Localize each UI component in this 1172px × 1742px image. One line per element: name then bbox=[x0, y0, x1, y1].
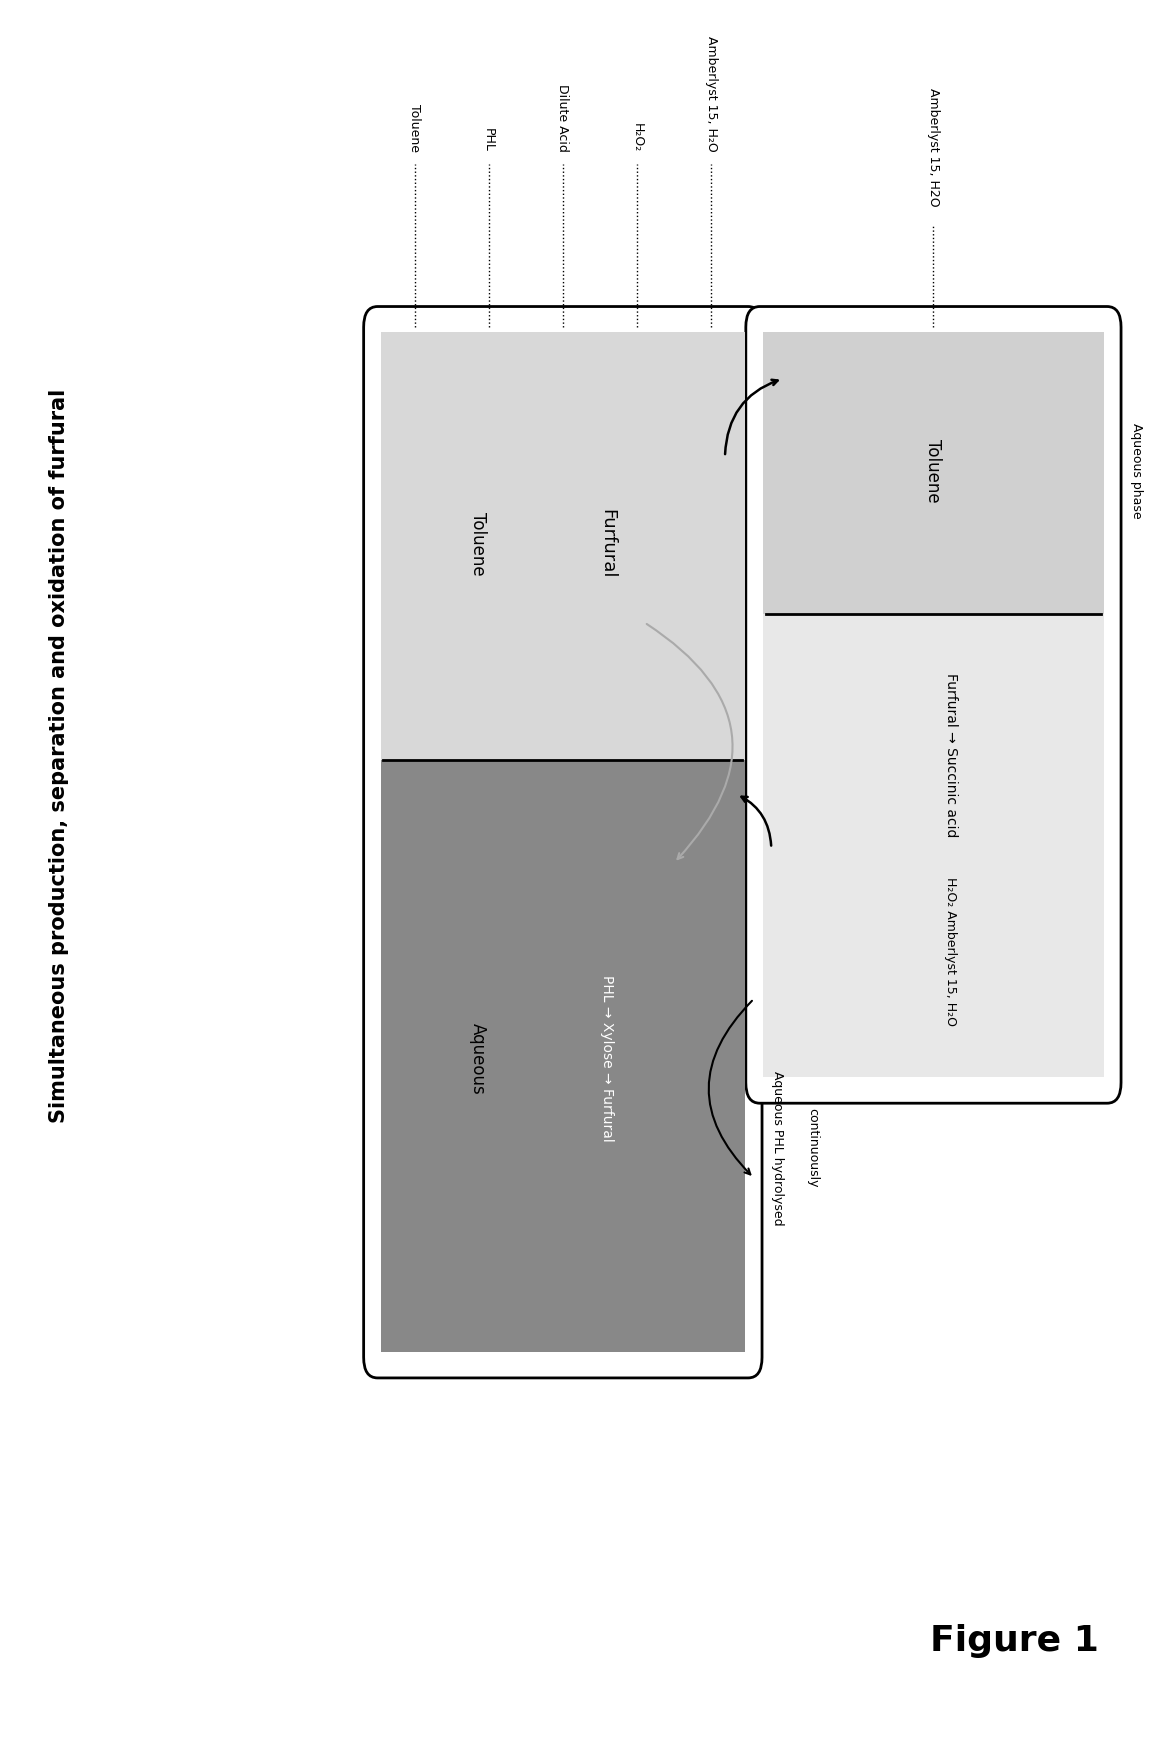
Text: Figure 1: Figure 1 bbox=[931, 1624, 1099, 1658]
Text: Furfural → Succinic acid: Furfural → Succinic acid bbox=[943, 672, 958, 836]
Bar bbox=[381, 760, 744, 1352]
Text: Toluene: Toluene bbox=[469, 512, 486, 575]
Bar bbox=[763, 615, 1104, 1078]
Text: PHL → Xylose → Furfural: PHL → Xylose → Furfural bbox=[600, 976, 614, 1143]
Text: Toluene: Toluene bbox=[408, 105, 421, 152]
Text: Aqueous phase: Aqueous phase bbox=[1130, 423, 1144, 519]
Text: Furfural: Furfural bbox=[599, 509, 616, 578]
Text: PHL: PHL bbox=[482, 129, 496, 152]
Text: continuously: continuously bbox=[806, 1108, 819, 1188]
Bar bbox=[763, 333, 1104, 615]
Text: Amberlyst 15, H2O: Amberlyst 15, H2O bbox=[927, 89, 940, 207]
Text: Amberlyst 15, H₂O: Amberlyst 15, H₂O bbox=[704, 37, 717, 152]
Text: H₂O₂ Amberlyst 15, H₂O: H₂O₂ Amberlyst 15, H₂O bbox=[945, 876, 958, 1026]
Text: Toluene: Toluene bbox=[925, 439, 942, 502]
Text: Aqueous: Aqueous bbox=[469, 1023, 486, 1094]
Text: H₂O₂: H₂O₂ bbox=[631, 122, 643, 152]
Bar bbox=[381, 333, 744, 760]
FancyBboxPatch shape bbox=[363, 307, 762, 1378]
FancyBboxPatch shape bbox=[745, 307, 1122, 1103]
Text: Aqueous PHL hydrolysed: Aqueous PHL hydrolysed bbox=[771, 1071, 784, 1226]
Text: Dilute Acid: Dilute Acid bbox=[557, 84, 570, 152]
Text: Simultaneous production, separation and oxidation of furfural: Simultaneous production, separation and … bbox=[49, 388, 69, 1124]
